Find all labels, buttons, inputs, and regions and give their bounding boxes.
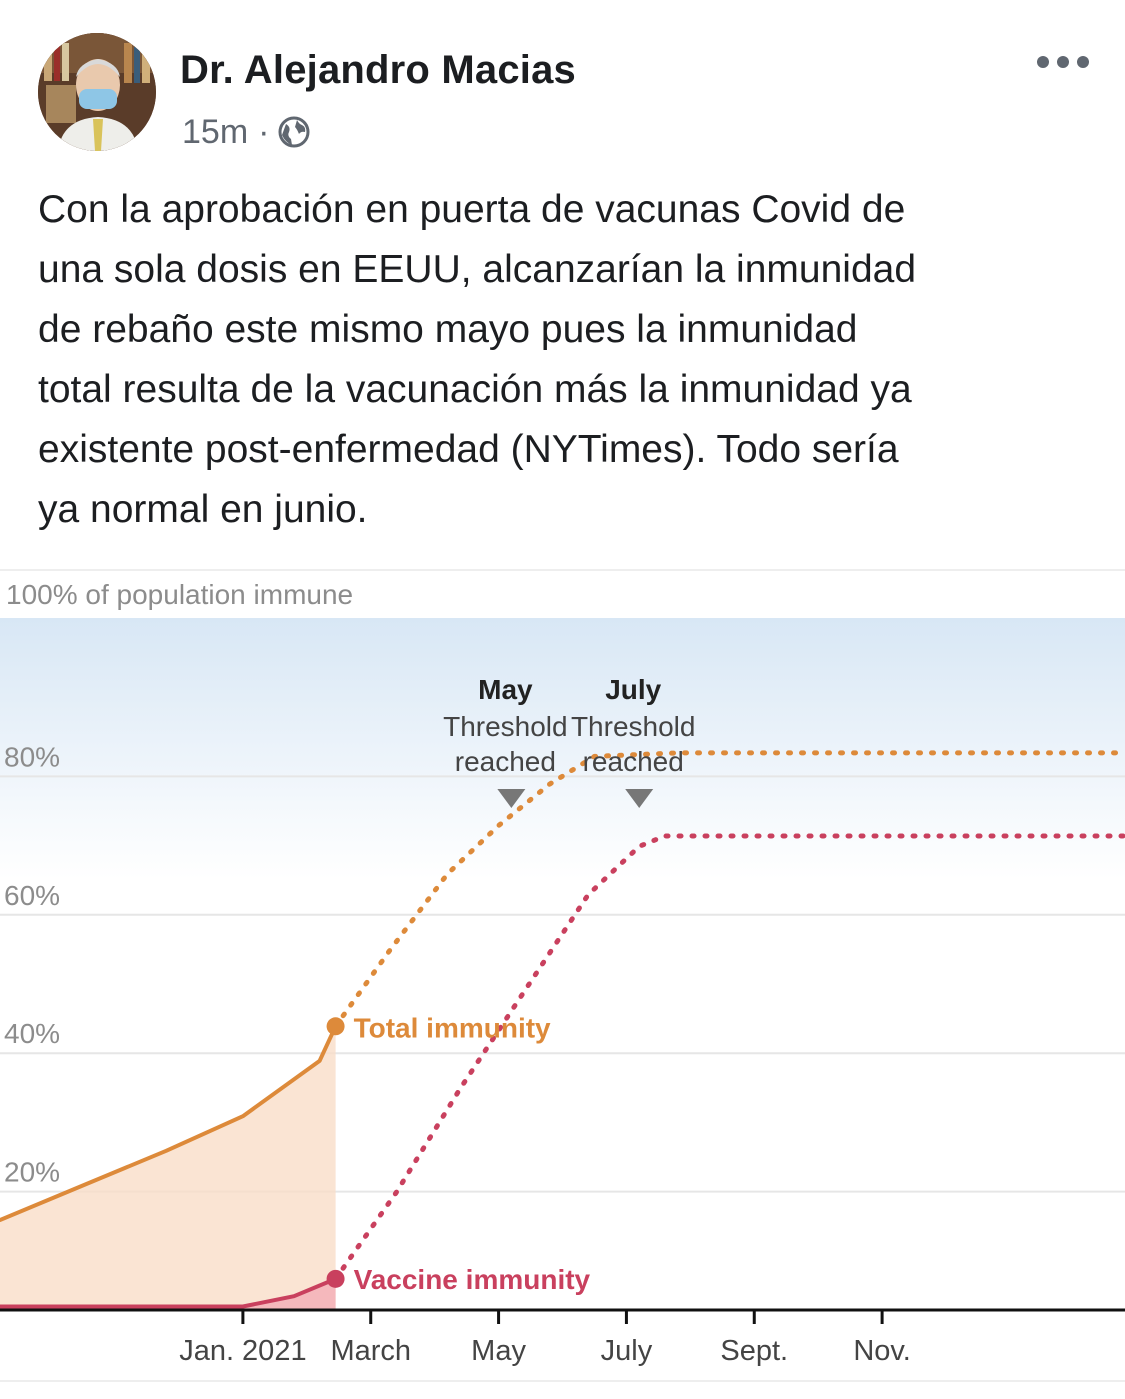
- y-tick-label: 40%: [4, 1018, 60, 1049]
- post-timestamp[interactable]: 15m: [182, 112, 249, 151]
- total-immunity-area: [0, 1026, 336, 1310]
- y-tick-label: 20%: [4, 1157, 60, 1188]
- series-line-projected: [333, 833, 1125, 1282]
- y-tick-label: 80%: [4, 741, 60, 772]
- avatar[interactable]: [38, 33, 156, 151]
- more-options-button[interactable]: [1028, 44, 1098, 80]
- chart-svg: 100% of population immune 80% 60% 40% 20% Tot…: [0, 569, 1125, 1382]
- series-label-vaccine: Vaccine immunity: [354, 1264, 591, 1295]
- immunity-chart: 100% of population immune 80% 60% 40% 20% Tot…: [0, 568, 1125, 1399]
- total-immunity-marker: [326, 1017, 345, 1036]
- author-name[interactable]: Dr. Alejandro Macias: [180, 48, 576, 92]
- meta-separator: ·: [258, 112, 270, 151]
- x-tick-label: March: [330, 1335, 411, 1367]
- post-meta: 15m ·: [182, 112, 311, 152]
- chart-title: 100% of population immune: [6, 579, 353, 610]
- annotation-pointer: [497, 789, 526, 808]
- x-tick-label: May: [471, 1335, 526, 1367]
- annotation-line1: Threshold: [443, 711, 568, 742]
- annotation-line1: Threshold: [571, 711, 696, 742]
- series-line-actual: [0, 1024, 338, 1222]
- annotation-title: July: [605, 674, 661, 705]
- more-options-icon: [1037, 56, 1089, 68]
- post-header: Dr. Alejandro Macias 15m ·: [0, 0, 1125, 170]
- avatar-image: [38, 33, 156, 151]
- x-tick-label: July: [601, 1335, 653, 1367]
- annotation-pointer: [625, 789, 654, 808]
- annotation-line2: reached: [455, 746, 556, 777]
- threshold-band: [0, 618, 1125, 880]
- series-label-total: Total immunity: [354, 1012, 551, 1043]
- x-tick-label: Jan. 2021: [179, 1335, 306, 1367]
- series-line-actual: [0, 1276, 338, 1309]
- y-tick-label: 60%: [4, 880, 60, 911]
- x-tick-label: Nov.: [853, 1335, 910, 1367]
- annotation-line2: reached: [583, 746, 684, 777]
- post-text: Con la aprobación en puerta de vacunas C…: [38, 188, 917, 531]
- annotation-title: May: [478, 674, 533, 705]
- globe-icon[interactable]: [277, 115, 311, 149]
- x-tick-label: Sept.: [720, 1335, 788, 1367]
- vaccine-immunity-marker: [326, 1269, 345, 1288]
